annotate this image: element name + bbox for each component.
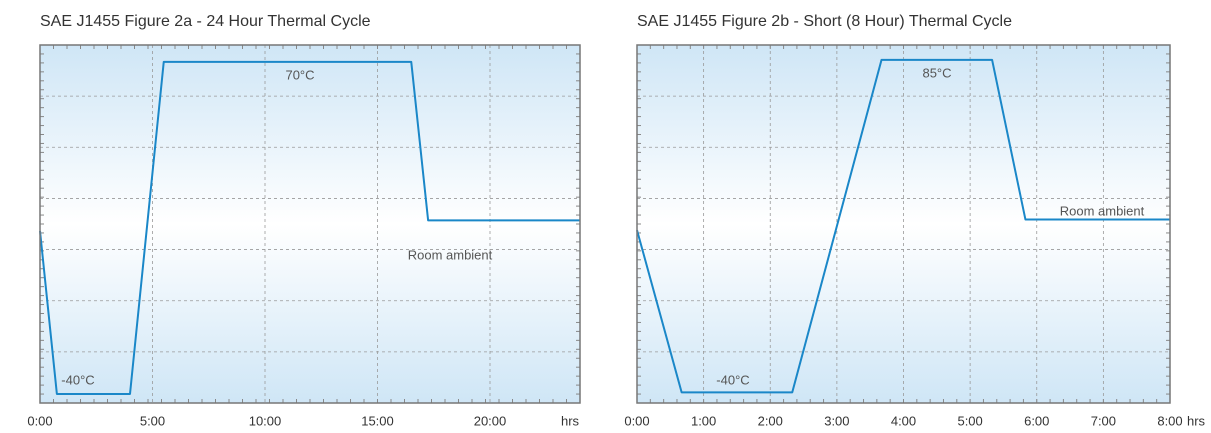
temperature-line — [636, 58, 1170, 394]
x-tick-label: 3:00 — [824, 413, 849, 428]
annotation: Room ambient — [408, 247, 493, 262]
temperature-line — [39, 60, 580, 395]
x-tick-label: 10:00 — [249, 413, 282, 428]
plot-border — [636, 44, 1171, 404]
x-axis-unit: hrs — [1187, 413, 1206, 428]
x-tick-label: 15:00 — [361, 413, 394, 428]
x-tick-label: 20:00 — [474, 413, 507, 428]
annotation: Room ambient — [1060, 203, 1145, 218]
plot-border — [39, 44, 581, 404]
plot-background — [637, 45, 1170, 403]
annotation: 70°C — [285, 67, 314, 82]
plot-background — [40, 45, 580, 403]
x-tick-label: 5:00 — [957, 413, 982, 428]
chart-title: SAE J1455 Figure 2a - 24 Hour Thermal Cy… — [40, 13, 371, 30]
x-tick-label: 1:00 — [691, 413, 716, 428]
annotation: -40°C — [61, 372, 94, 387]
x-tick-label: 8:00 — [1157, 413, 1182, 428]
x-tick-label: 4:00 — [891, 413, 916, 428]
x-tick-label: 7:00 — [1091, 413, 1116, 428]
x-tick-label: 6:00 — [1024, 413, 1049, 428]
x-axis-unit: hrs — [561, 413, 580, 428]
x-tick-label: 0:00 — [624, 413, 649, 428]
annotation: 85°C — [922, 65, 951, 80]
chart-title: SAE J1455 Figure 2b - Short (8 Hour) The… — [637, 13, 1012, 30]
annotation: -40°C — [716, 372, 749, 387]
x-tick-label: 5:00 — [140, 413, 165, 428]
x-tick-label: 0:00 — [27, 413, 52, 428]
x-tick-label: 2:00 — [758, 413, 783, 428]
